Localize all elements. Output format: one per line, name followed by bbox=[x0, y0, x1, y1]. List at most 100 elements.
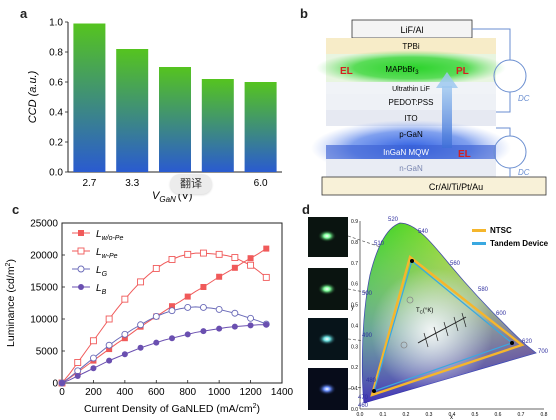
dc-top-label: DC bbox=[518, 94, 530, 103]
d-x-tick: 0.8 bbox=[541, 412, 548, 418]
c-series-1 bbox=[58, 249, 270, 387]
panel-a-bars bbox=[73, 23, 277, 172]
c-point bbox=[215, 305, 223, 313]
legend-tandem-swatch bbox=[472, 242, 486, 245]
d-wavelength-label: 500 bbox=[362, 291, 373, 297]
legend-ntsc-swatch bbox=[472, 229, 486, 232]
d-y-tick: 0.5 bbox=[351, 303, 358, 309]
a-bar bbox=[201, 79, 234, 172]
d-wavelength-label: 540 bbox=[418, 229, 429, 235]
c-point bbox=[90, 365, 97, 372]
c-point bbox=[74, 359, 82, 366]
c-point bbox=[121, 351, 128, 358]
d-wavelength-label: 580 bbox=[478, 287, 489, 293]
c-x-tick-label: 400 bbox=[117, 387, 134, 398]
panel-letter-d: d bbox=[302, 202, 310, 217]
c-point bbox=[262, 273, 270, 281]
green-emission-glow bbox=[316, 50, 506, 86]
d-x-tick: 0.7 bbox=[518, 412, 525, 418]
d-x-tick: 0.3 bbox=[426, 412, 433, 418]
d-wavelength-label: 470 bbox=[358, 395, 369, 401]
layer-mapbbr-label: MAPbBr3 bbox=[385, 65, 419, 76]
d-y-label: y bbox=[351, 305, 354, 311]
cie-chart bbox=[361, 222, 537, 404]
c-point bbox=[216, 273, 223, 280]
c-point bbox=[215, 250, 223, 258]
c-point bbox=[105, 315, 113, 323]
panel-letter-b: b bbox=[300, 6, 308, 21]
d-y-tick: 0.8 bbox=[351, 240, 358, 246]
c-point bbox=[89, 337, 97, 345]
panel-c-line-chart: 0 200 400 600 800 1000 1200 1400 0 5000 10000 15000… bbox=[5, 219, 294, 416]
c-y-tick-label: 15000 bbox=[30, 283, 58, 294]
a-bar bbox=[159, 67, 191, 172]
c-legend-label: Lw-Pe bbox=[96, 247, 118, 260]
d-wavelength-label: 520 bbox=[388, 217, 399, 223]
d-wavelength-label: 600 bbox=[496, 311, 507, 317]
layer-pedot-label: PEDOT:PSS bbox=[389, 98, 434, 107]
c-series-line bbox=[61, 306, 267, 384]
a-y-tick-label: 0.8 bbox=[49, 48, 63, 59]
c-y-axis-label: Luminance (cd/m2) bbox=[5, 259, 17, 347]
c-y-tick-label: 10000 bbox=[30, 315, 58, 326]
layer-lif-label: Ultrathin LiF bbox=[392, 86, 430, 93]
dc-bottom-label: DC bbox=[518, 168, 530, 177]
c-x-tick-label: 600 bbox=[148, 387, 165, 398]
layer-tpbi-label: TPBi bbox=[402, 42, 420, 51]
c-point bbox=[247, 322, 254, 329]
c-legend-label: Lw/o-Pe bbox=[96, 229, 123, 242]
c-x-axis-label: Current Density of GaNLED (mA/cm2) bbox=[84, 403, 260, 415]
c-point bbox=[153, 339, 160, 346]
c-point bbox=[231, 323, 238, 330]
layer-ito-label: ITO bbox=[404, 114, 417, 123]
c-legend-label: LB bbox=[96, 283, 107, 296]
c-y-tick-label: 20000 bbox=[30, 251, 58, 262]
panel-d-axes: 0.0 0.1 0.2 0.3 0.4 0.5 0.6 0.7 0.8 0.9 0.0 0.1 0.2 0… bbox=[351, 219, 548, 420]
c-point bbox=[152, 312, 160, 320]
panel-c-axes: 0 200 400 600 800 1000 1200 1400 0 5000 10000 15000… bbox=[5, 219, 294, 416]
d-y-tick: 0.4 bbox=[351, 323, 358, 329]
c-x-tick-label: 1200 bbox=[239, 387, 262, 398]
c-point bbox=[231, 254, 239, 262]
panel-c-legend: Lw/o-Pe Lw-Pe LG LB bbox=[72, 229, 123, 296]
panel-b-device-diagram: LiF/Al TPBi MAPbBr3 EL PL Ultrathin LiF … bbox=[311, 19, 547, 196]
c-y-tick-label: 25000 bbox=[30, 219, 58, 230]
d-x-tick: 0.1 bbox=[380, 412, 387, 418]
c-point bbox=[106, 357, 113, 364]
translate-badge[interactable]: 翻译 bbox=[170, 174, 212, 194]
a-y-tick-label: 0.2 bbox=[49, 138, 63, 149]
c-point bbox=[77, 265, 85, 273]
c-point bbox=[106, 346, 113, 353]
c-point bbox=[247, 314, 255, 322]
d-wavelength-label: 480 bbox=[366, 378, 377, 384]
a-bar bbox=[116, 49, 149, 172]
tandem-triangle bbox=[373, 259, 514, 392]
d-wavelength-label: 560 bbox=[450, 261, 461, 267]
a-x-tick-label: 6.0 bbox=[254, 178, 268, 189]
c-point bbox=[184, 250, 192, 258]
a-bar bbox=[244, 82, 277, 172]
a-x-tick-label: 3.3 bbox=[125, 178, 139, 189]
panel-d-cie-diagram: 0.0 0.1 0.2 0.3 0.4 0.5 0.6 0.7 0.8 0.9 0.0 0.1 0.2 0… bbox=[308, 217, 549, 420]
c-series-line bbox=[61, 324, 267, 384]
c-point bbox=[121, 330, 129, 338]
d-y-tick: 0.0 bbox=[351, 407, 358, 413]
d-y-tick: 0.9 bbox=[351, 219, 358, 225]
c-point bbox=[247, 261, 255, 269]
d-x-tick: 0.2 bbox=[403, 412, 410, 418]
c-point bbox=[168, 307, 176, 315]
d-x-tick: 0.6 bbox=[495, 412, 502, 418]
c-x-tick-label: 1000 bbox=[208, 387, 231, 398]
c-point bbox=[199, 304, 207, 311]
c-point bbox=[200, 284, 207, 290]
c-point bbox=[168, 256, 176, 263]
dc-source-top bbox=[493, 59, 527, 93]
c-y-tick-label: 5000 bbox=[36, 347, 59, 358]
d-x-label: x bbox=[450, 415, 453, 420]
c-point bbox=[152, 264, 160, 272]
c-point bbox=[169, 303, 175, 310]
c-point bbox=[231, 309, 239, 317]
d-x-tick: 0.5 bbox=[472, 412, 479, 418]
el-top-label: EL bbox=[340, 66, 353, 77]
c-x-tick-label: 0 bbox=[59, 387, 65, 398]
